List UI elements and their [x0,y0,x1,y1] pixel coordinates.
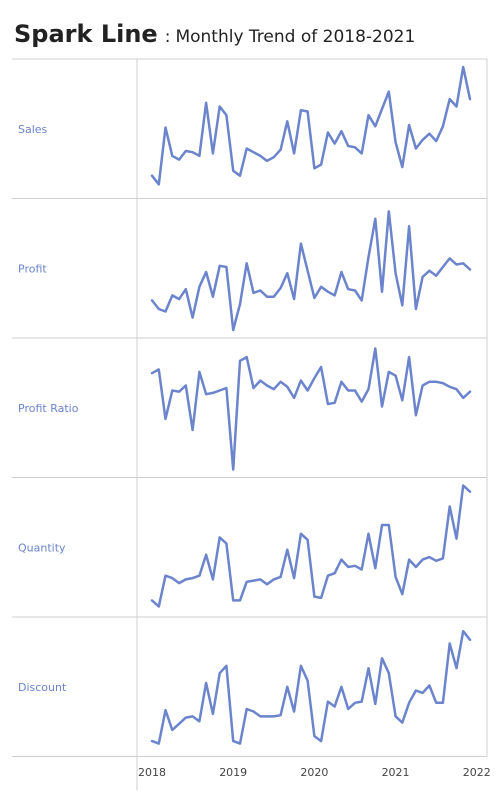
x-tick-label: 2022 [463,766,491,779]
title-separator: : [164,27,171,47]
chart-subtitle: Monthly Trend of 2018-2021 [175,27,416,47]
series-label-quantity: Quantity [18,541,66,554]
sparkline-sales [150,65,472,186]
x-tick-label: 2018 [138,766,166,779]
x-tick-label: 2019 [219,766,247,779]
sparkline-discount [150,629,472,745]
chart-title: Spark Line [14,20,158,48]
series-label-profit-ratio: Profit Ratio [18,402,79,415]
sparkline-profit [150,210,472,332]
chart-title-row: Spark Line : Monthly Trend of 2018-2021 [14,20,415,54]
sparkline-profit-ratio [150,347,472,471]
x-tick-label: 2020 [300,766,328,779]
sparkline-quantity [150,484,472,608]
series-label-profit: Profit [18,262,47,275]
series-label-discount: Discount [18,681,67,694]
x-tick-label: 2021 [382,766,410,779]
series-label-sales: Sales [18,123,48,136]
